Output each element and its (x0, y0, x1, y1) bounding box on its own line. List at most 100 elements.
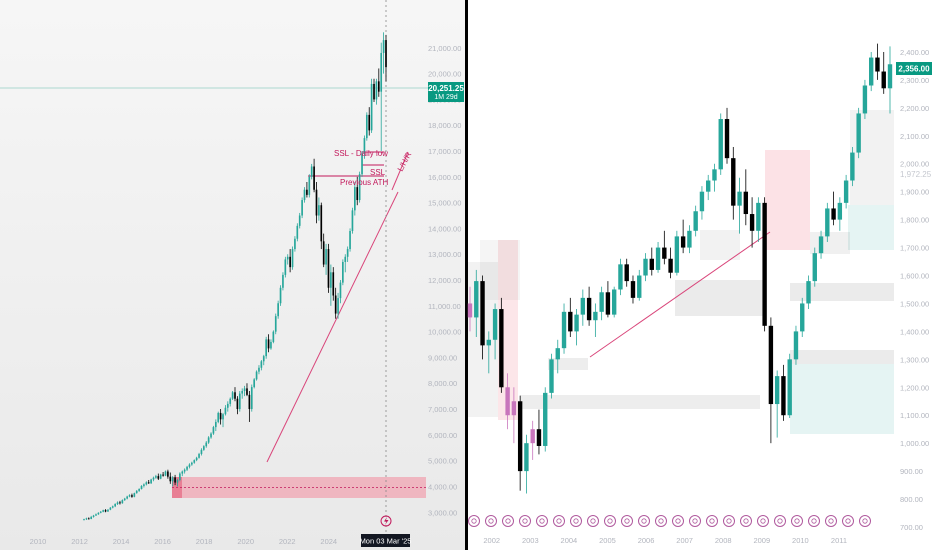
left-candle-57 (219, 412, 222, 420)
event-icon-dot-11 (658, 518, 664, 524)
right-candle-49 (774, 376, 780, 405)
event-icon-dot-8 (607, 518, 613, 524)
left-candle-117 (363, 138, 366, 154)
left-candle-78 (270, 341, 272, 349)
right-candle-35 (687, 230, 692, 248)
right-candle-59 (837, 202, 843, 220)
left-y-tick-14: 17,000.00 (428, 147, 461, 156)
left-candle-92 (303, 189, 306, 201)
left-candle-55 (214, 421, 217, 428)
left-candle-23 (138, 489, 140, 491)
event-icon-dot-3 (522, 518, 528, 524)
event-icon-dot-14 (709, 518, 715, 524)
right-candle-64 (869, 57, 874, 86)
left-candle-34 (164, 471, 167, 476)
right-price-axis: 700.00 800.00 900.00 1,000.00 1,100.00 1,200.… (900, 48, 929, 532)
event-icon-12 (672, 515, 684, 527)
right-x-tick-5: 2007 (676, 536, 693, 545)
right-candle-6 (505, 387, 510, 416)
left-candle-5 (95, 514, 97, 516)
right-candle-15 (561, 311, 567, 349)
lightning-icon[interactable] (380, 515, 392, 527)
left-candle-70 (250, 387, 253, 410)
right-x-tick-8: 2010 (792, 536, 809, 545)
left-candle-75 (262, 356, 265, 362)
right-candle-60 (843, 180, 849, 203)
left-candle-73 (258, 367, 260, 372)
left-candle-112 (351, 210, 354, 232)
left-y-tick-5: 8,000.00 (428, 379, 457, 388)
left-candle-2 (87, 518, 90, 520)
left-candle-21 (133, 493, 136, 497)
right-y-tick-14: 2,100.00 (900, 132, 929, 141)
left-candle-109 (344, 256, 347, 262)
left-candle-16 (121, 500, 124, 504)
right-chart-pane[interactable]: 700.00 800.00 900.00 1,000.00 1,100.00 1,200.… (467, 0, 932, 550)
right-price-tag (896, 62, 932, 75)
event-icon-16 (740, 515, 752, 527)
left-x-tick-5: 2020 (237, 537, 254, 546)
left-candle-44 (188, 464, 191, 467)
right-candle-57 (825, 208, 830, 237)
right-candle-32 (668, 258, 673, 273)
right-y-tick-0: 700.00 (900, 523, 923, 532)
event-icon-dot-2 (505, 518, 511, 524)
right-candle-11 (536, 429, 542, 446)
left-y-tick-15: 18,000.00 (428, 121, 461, 130)
left-candle-37 (171, 477, 174, 482)
left-candle-9 (104, 510, 107, 512)
left-candle-107 (339, 282, 342, 299)
previous-ath-label: Previous ATH (340, 178, 389, 187)
right-candle-9 (524, 443, 529, 472)
event-icon-19 (791, 515, 803, 527)
event-icon-14 (706, 515, 718, 527)
right-candle-36 (693, 211, 698, 231)
right-candle-17 (574, 314, 579, 332)
left-candle-35 (167, 471, 169, 477)
left-candle-17 (123, 498, 126, 501)
right-x-tick-3: 2005 (599, 536, 616, 545)
right-candle-67 (887, 64, 893, 89)
ssl-label: SSL (370, 168, 386, 177)
left-chart-pane[interactable]: 3,000.00 4,000.00 5,000.00 6,000.00 7,000.00… (0, 0, 466, 550)
left-candle-50 (203, 446, 205, 450)
right-candle-20 (593, 311, 598, 321)
pane-divider[interactable] (465, 0, 468, 550)
event-icon-23 (859, 515, 871, 527)
demand-zone (172, 477, 426, 498)
left-x-tick-4: 2018 (196, 537, 213, 546)
right-x-tick-1: 2003 (522, 536, 539, 545)
right-x-tick-4: 2006 (638, 536, 655, 545)
crosshair-date-label: Mon 03 Mar '25 (360, 537, 412, 546)
trendline-upper (391, 151, 409, 191)
left-candle-6 (97, 512, 100, 515)
right-y-tick-17: 2,400.00 (900, 48, 929, 57)
right-candle-34 (680, 236, 686, 248)
left-candle-69 (248, 394, 251, 410)
left-candle-76 (265, 339, 267, 357)
right-candle-30 (655, 247, 661, 270)
left-candle-88 (294, 238, 296, 250)
left-candle-80 (274, 316, 277, 332)
trendline (266, 191, 399, 463)
left-candle-104 (332, 272, 335, 296)
right-candle-55 (812, 253, 817, 282)
left-candle-29 (152, 477, 155, 480)
left-candle-71 (253, 379, 256, 388)
left-candle-48 (198, 453, 200, 458)
left-candle-46 (193, 460, 196, 463)
event-icon-9 (621, 515, 633, 527)
events-row[interactable] (468, 515, 871, 527)
left-candle-97 (315, 189, 318, 216)
left-candle-25 (143, 484, 145, 486)
right-candle-4 (492, 309, 498, 340)
left-price-tag-value: 20,251.25 (428, 84, 464, 93)
event-icon-11 (655, 515, 667, 527)
right-candle-54 (806, 281, 811, 304)
left-candle-123 (377, 81, 380, 92)
right-candle-27 (637, 275, 642, 298)
right-y-tick-8: 1,500.00 (900, 299, 929, 308)
left-candle-94 (308, 176, 311, 195)
left-candle-98 (318, 205, 320, 216)
